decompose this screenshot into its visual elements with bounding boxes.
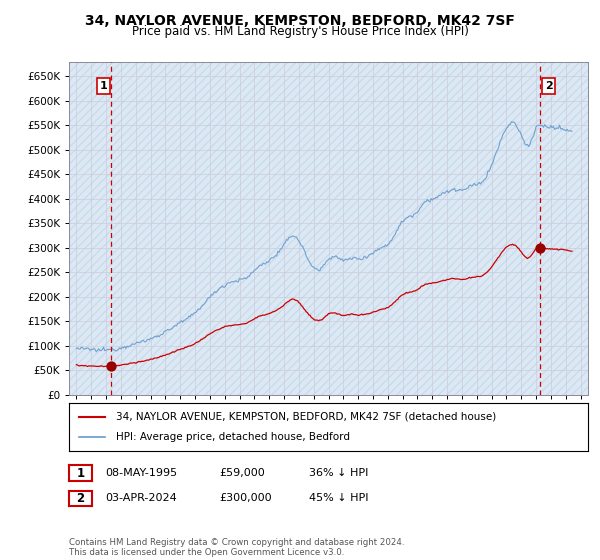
Point <box>535 244 545 253</box>
Text: Contains HM Land Registry data © Crown copyright and database right 2024.
This d: Contains HM Land Registry data © Crown c… <box>69 538 404 557</box>
Text: Price paid vs. HM Land Registry's House Price Index (HPI): Price paid vs. HM Land Registry's House … <box>131 25 469 38</box>
Text: £59,000: £59,000 <box>219 468 265 478</box>
Text: 03-APR-2024: 03-APR-2024 <box>105 493 177 503</box>
Text: £300,000: £300,000 <box>219 493 272 503</box>
Text: 45% ↓ HPI: 45% ↓ HPI <box>309 493 368 503</box>
Text: 36% ↓ HPI: 36% ↓ HPI <box>309 468 368 478</box>
Text: 1: 1 <box>100 81 108 91</box>
Text: 34, NAYLOR AVENUE, KEMPSTON, BEDFORD, MK42 7SF: 34, NAYLOR AVENUE, KEMPSTON, BEDFORD, MK… <box>85 14 515 28</box>
Text: HPI: Average price, detached house, Bedford: HPI: Average price, detached house, Bedf… <box>116 432 350 441</box>
Point <box>106 361 116 370</box>
Text: 34, NAYLOR AVENUE, KEMPSTON, BEDFORD, MK42 7SF (detached house): 34, NAYLOR AVENUE, KEMPSTON, BEDFORD, MK… <box>116 412 496 422</box>
Text: 1: 1 <box>76 466 85 480</box>
Text: 2: 2 <box>545 81 553 91</box>
Text: 2: 2 <box>76 492 85 505</box>
Text: 08-MAY-1995: 08-MAY-1995 <box>105 468 177 478</box>
